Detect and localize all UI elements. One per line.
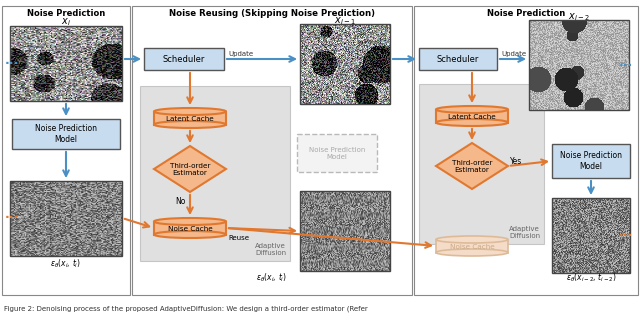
Text: Adaptive
Diffusion: Adaptive Diffusion [509,226,540,239]
Text: Noise Reusing (Skipping Noise Prediction): Noise Reusing (Skipping Noise Prediction… [169,9,375,18]
Bar [529,20,629,110]
Text: $\epsilon_\theta(x_i,\,t_i)$: $\epsilon_\theta(x_i,\,t_i)$ [51,258,81,270]
Text: Third-order
Estimator: Third-order Estimator [170,163,211,175]
Text: Scheduler: Scheduler [163,55,205,64]
Text: $\epsilon_\theta(x_i,\,t_i)$: $\epsilon_\theta(x_i,\,t_i)$ [257,272,287,284]
Bar [552,198,630,273]
Bar [419,48,497,70]
Bar [10,26,122,101]
Bar [300,24,390,104]
Text: $x_i$: $x_i$ [61,16,71,28]
Bar [297,134,377,172]
Text: Latent Cache: Latent Cache [448,114,496,120]
Bar [154,112,226,124]
Text: Third-order
Estimator: Third-order Estimator [452,160,492,172]
Text: ···: ··· [619,59,633,71]
Text: Figure 2: Denoising process of the proposed AdaptiveDiffusion: We design a third: Figure 2: Denoising process of the propo… [4,305,368,311]
Text: Noise Prediction: Noise Prediction [487,9,565,18]
Ellipse shape [154,108,226,115]
Text: ···: ··· [5,57,19,70]
Bar [154,221,226,234]
Text: No: No [175,197,185,206]
Bar [552,144,630,178]
Ellipse shape [154,231,226,238]
Bar [419,84,544,244]
Ellipse shape [436,119,508,126]
Text: Noise Cache: Noise Cache [450,244,494,250]
Bar [10,181,122,256]
Text: $\epsilon_\theta(x_{i-2},\,t_{i-2})$: $\epsilon_\theta(x_{i-2},\,t_{i-2})$ [566,272,616,284]
Bar [12,119,120,149]
Text: Adaptive
Diffusion: Adaptive Diffusion [255,243,286,256]
Text: $x_{i-2}$: $x_{i-2}$ [568,11,590,23]
Text: Noise Cache: Noise Cache [168,226,212,232]
Text: ···: ··· [5,212,19,224]
Text: ···: ··· [619,229,633,243]
Bar [2,6,130,295]
Bar [144,48,224,70]
Text: Latent Cache: Latent Cache [166,116,214,122]
Polygon shape [436,143,508,189]
Ellipse shape [436,249,508,256]
Text: Noise Prediction
Model: Noise Prediction Model [560,151,622,171]
Text: $x_{i-1}$: $x_{i-1}$ [334,15,356,27]
Text: Yes: Yes [510,157,522,166]
Text: Reuse: Reuse [228,235,249,241]
Text: Noise Prediction
Model: Noise Prediction Model [309,147,365,160]
Bar [436,240,508,253]
Ellipse shape [154,218,226,225]
Text: Scheduler: Scheduler [437,55,479,64]
Ellipse shape [436,106,508,113]
Text: Update: Update [228,51,253,57]
Bar [414,6,638,295]
Ellipse shape [436,236,508,243]
Ellipse shape [154,121,226,128]
Text: Noise Prediction: Noise Prediction [27,9,105,18]
Bar [140,86,290,261]
Text: Update: Update [501,51,526,57]
Polygon shape [154,146,226,192]
Text: Noise Prediction
Model: Noise Prediction Model [35,124,97,144]
Bar [132,6,412,295]
Bar [436,110,508,122]
Bar [300,191,390,271]
